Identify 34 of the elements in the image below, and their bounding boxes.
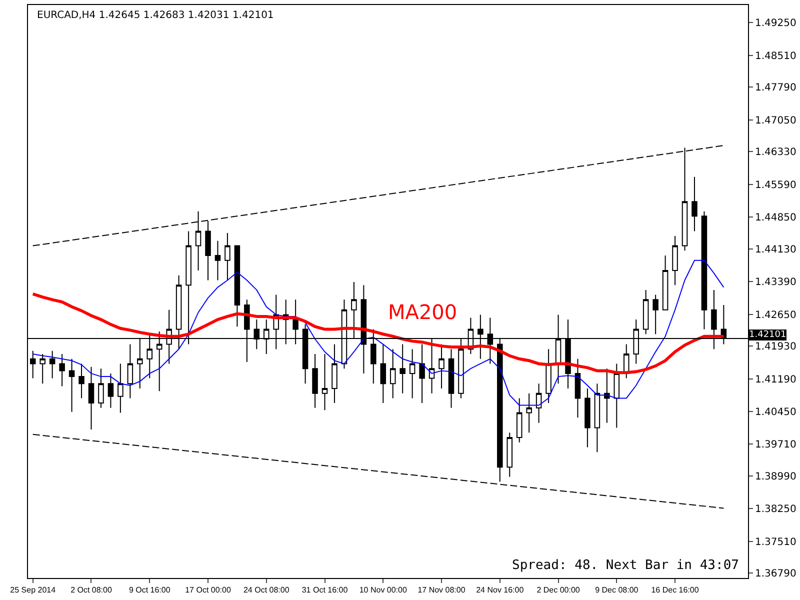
x-tick-label: 16 Dec 16:00 <box>651 586 700 595</box>
y-tick-label: 1.47790 <box>755 82 796 94</box>
y-tick-label: 1.36790 <box>755 568 796 580</box>
y-tick-label: 1.46330 <box>755 147 796 158</box>
x-tick-label: 17 Nov 08:00 <box>418 586 466 595</box>
x-tick-label: 25 Sep 2014 <box>10 586 56 595</box>
series-label: MA200 <box>388 300 458 324</box>
x-tick-label: 9 Dec 08:00 <box>595 586 639 595</box>
y-tick-label: 1.41190 <box>755 374 796 386</box>
y-tick-label: 1.43390 <box>755 277 796 288</box>
y-tick-label: 1.44130 <box>755 244 796 256</box>
x-tick-label: 9 Oct 16:00 <box>128 586 171 595</box>
y-tick-label: 1.40450 <box>755 406 796 418</box>
y-tick-label: 1.38990 <box>755 471 796 482</box>
ref-line-label: 1.42101 <box>749 330 786 340</box>
x-tick-label: 17 Oct 00:00 <box>185 586 232 595</box>
y-tick-label: 1.39710 <box>755 440 796 451</box>
y-tick-label: 1.38250 <box>755 504 796 516</box>
y-tick-label: 1.41930 <box>755 342 796 353</box>
y-tick-label: 1.47050 <box>755 115 796 126</box>
y-tick-label: 1.42650 <box>755 310 796 321</box>
x-tick-label: 10 Nov 00:00 <box>359 586 408 595</box>
y-tick-label: 1.44850 <box>755 212 796 224</box>
x-tick-label: 2 Oct 08:00 <box>70 586 112 595</box>
x-tick-label: 24 Nov 16:00 <box>476 586 524 595</box>
y-tick-label: 1.48510 <box>755 50 796 62</box>
text: EURCAD,H4 1.42645 1.42683 1.42031 1.42101 <box>37 10 274 21</box>
y-tick-label: 1.37510 <box>755 536 796 548</box>
y-tick-label: 1.45590 <box>755 180 796 191</box>
y-tick-label: 1.49250 <box>755 18 796 30</box>
x-tick-label: 31 Oct 16:00 <box>302 586 348 595</box>
annotation: Spread: 48. Next Bar in 43:07 <box>512 558 739 573</box>
x-tick-label: 2 Dec 00:00 <box>536 586 580 595</box>
x-tick-label: 24 Oct 08:00 <box>243 586 290 595</box>
